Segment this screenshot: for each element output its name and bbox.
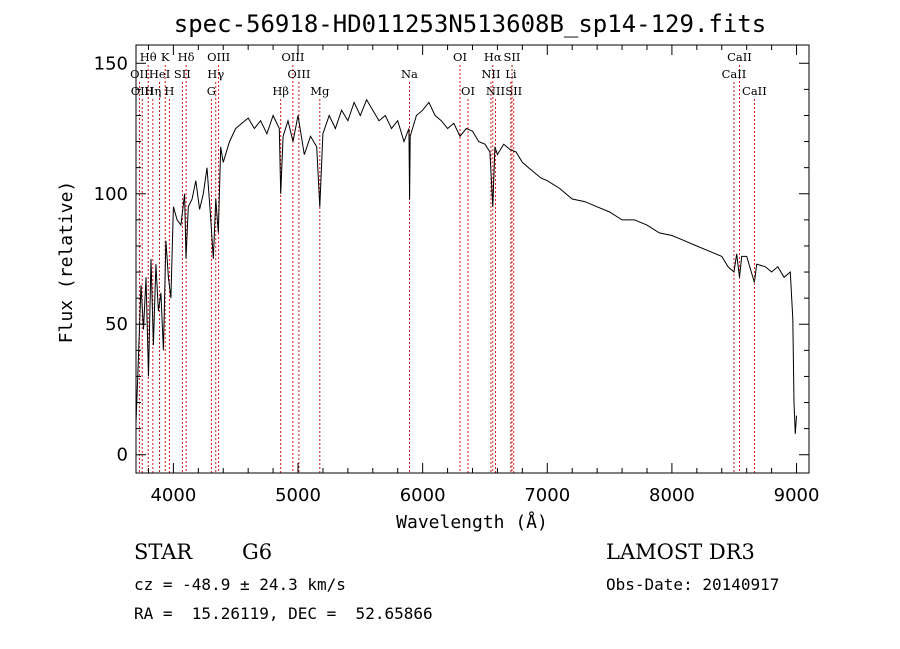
x-tick-label: 5000 (275, 485, 321, 506)
line-label: OII (130, 67, 149, 81)
y-tick-label: 50 (105, 314, 128, 335)
obs-date: Obs-Date: 20140917 (606, 575, 780, 594)
line-label: Mg (310, 84, 330, 98)
line-label: H (164, 84, 174, 98)
spectral-subclass: G6 (242, 540, 273, 564)
plot-frame (135, 44, 810, 474)
line-label: Hη (144, 84, 161, 98)
x-tick-label: 4000 (150, 485, 196, 506)
y-tick-label: 150 (94, 53, 128, 74)
line-label: SII (505, 84, 522, 98)
line-label: OI (461, 84, 475, 98)
line-label: Hδ (178, 50, 195, 64)
line-label: Hα (484, 50, 502, 64)
x-tick-label: 9000 (774, 485, 820, 506)
line-label: CaII (742, 84, 767, 98)
line-label: OIII (287, 67, 310, 81)
line-label: NII (481, 67, 500, 81)
y-tick-label: 0 (117, 445, 128, 466)
coordinates: RA = 15.26119, DEC = 52.65866 (134, 604, 433, 623)
line-label: Hγ (207, 67, 224, 81)
line-label: OIII (281, 50, 304, 64)
line-label: OI (453, 50, 467, 64)
y-axis-label: Flux (relative) (56, 181, 77, 344)
x-tick-label: 8000 (649, 485, 695, 506)
x-tick-label: 7000 (524, 485, 570, 506)
y-tick-label: 100 (94, 184, 128, 205)
survey-name: LAMOST DR3 (606, 540, 755, 564)
line-label: K (161, 50, 170, 64)
axis-ticks: 4000 5000 6000 7000 8000 9000 0 50 100 150 (94, 45, 820, 506)
redshift-text: cz = -48.9 ± 24.3 km/s (134, 575, 346, 594)
line-label: NII (486, 84, 505, 98)
line-label: SII (174, 67, 191, 81)
line-label: Hβ (272, 84, 289, 98)
spectrum-line (135, 98, 797, 434)
line-label: CaII (727, 50, 752, 64)
line-label: Li (505, 67, 517, 81)
x-tick-label: 6000 (400, 485, 446, 506)
line-label: CaII (722, 67, 747, 81)
x-axis-label: Wavelength (Å) (396, 511, 548, 533)
line-label: SII (504, 50, 521, 64)
line-label: HeI (149, 67, 170, 81)
line-label: Na (401, 67, 418, 81)
spectral-class: STAR (134, 540, 193, 564)
chart-title: spec-56918-HD011253N513608B_sp14-129.fit… (174, 10, 766, 38)
line-label: G (207, 84, 216, 98)
line-label: Hθ (140, 50, 157, 64)
line-label: OIII (207, 50, 230, 64)
line-markers (138, 65, 755, 473)
